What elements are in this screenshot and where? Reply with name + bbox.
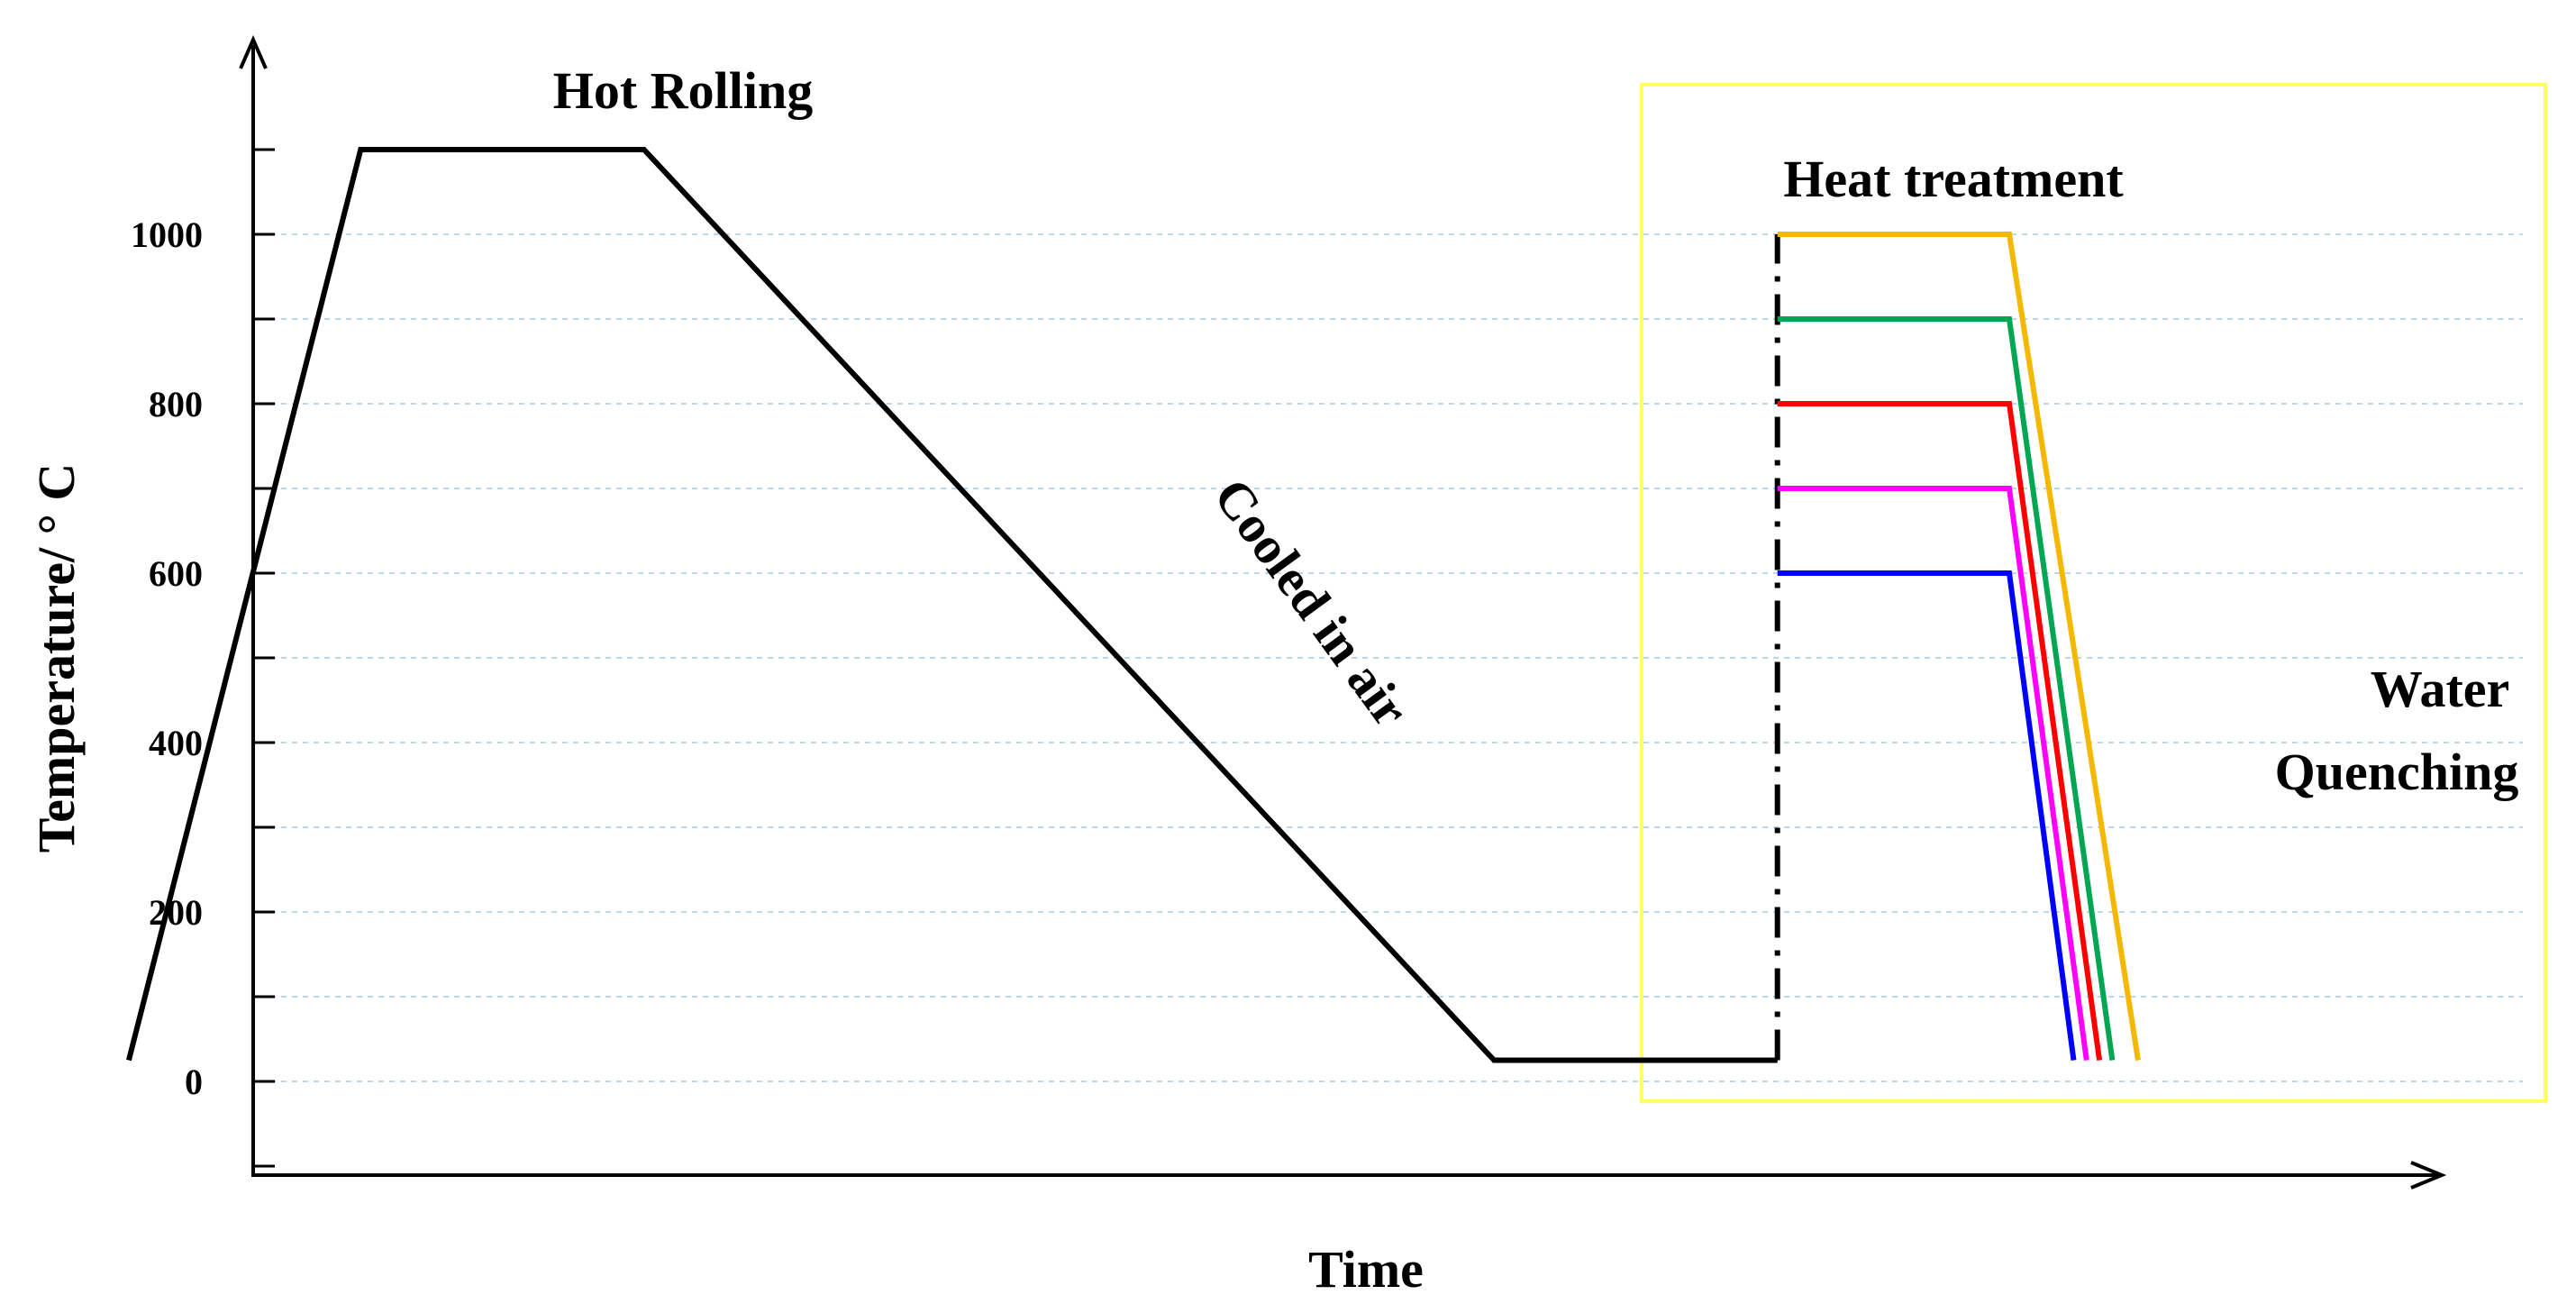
y-tick-label-800: 800	[149, 384, 203, 424]
y-tick-label-400: 400	[149, 723, 203, 763]
heat-treatment-series-1	[1777, 316, 2116, 1061]
y-tick-label-1000: 1000	[131, 214, 203, 255]
y-tick-label-0: 0	[185, 1062, 203, 1102]
heat-treatment-label: Heat treatment	[1783, 150, 2124, 208]
y-tick-label-200: 200	[149, 892, 203, 933]
series-layer	[126, 147, 2141, 1063]
cooled-in-air-label: Cooled in air	[1203, 468, 1421, 737]
hot-rolling-label: Hot Rolling	[553, 61, 813, 120]
water-quenching-label-line2: Quenching	[2275, 743, 2519, 801]
processing-profile-line	[126, 147, 1778, 1063]
x-axis-arrow	[2410, 1161, 2447, 1190]
heat-treatment-highlight-box	[1640, 83, 2547, 1103]
y-axis-title: Temperature/ ° C	[27, 463, 86, 853]
heat-treatment-series-3	[1777, 486, 2089, 1061]
heat-treatment-series-2	[1777, 401, 2103, 1061]
water-quenching-label-line1: Water	[2371, 660, 2510, 718]
y-tick-label-600: 600	[149, 553, 203, 594]
y-ticks: 0 200 400 600 800 1000	[131, 148, 275, 1168]
heat-treatment-series-0	[1777, 232, 2141, 1061]
gridlines	[270, 233, 2523, 1082]
y-axis-arrow	[239, 35, 268, 69]
heat-treatment-series-4	[1777, 570, 2077, 1061]
x-axis-title: Time	[1308, 1240, 1424, 1299]
